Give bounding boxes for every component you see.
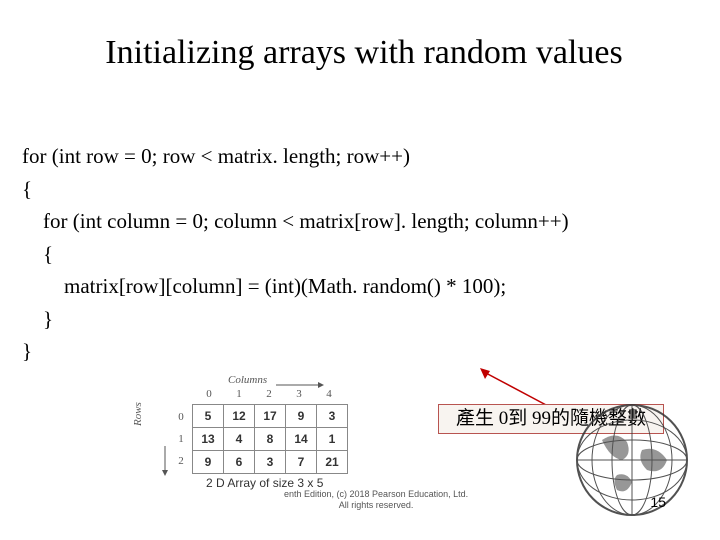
row-header: 0 xyxy=(174,406,188,428)
col-header: 4 xyxy=(314,388,344,400)
col-header: 0 xyxy=(194,388,224,400)
cell: 4 xyxy=(224,428,255,451)
row-header: 1 xyxy=(174,428,188,450)
cell: 13 xyxy=(193,428,224,451)
table-row: 13 4 8 14 1 xyxy=(193,428,348,451)
cell: 3 xyxy=(317,405,348,428)
col-header: 3 xyxy=(284,388,314,400)
array-grid: 5 12 17 9 3 13 4 8 14 1 9 6 3 7 21 xyxy=(192,404,348,474)
cell: 17 xyxy=(255,405,286,428)
table-row: 5 12 17 9 3 xyxy=(193,405,348,428)
rows-arrow-icon xyxy=(160,446,170,476)
row-header: 2 xyxy=(174,450,188,472)
cell: 1 xyxy=(317,428,348,451)
slide: Initializing arrays with random values f… xyxy=(0,0,720,540)
table-row: 9 6 3 7 21 xyxy=(193,451,348,474)
footer: enth Edition, (c) 2018 Pearson Education… xyxy=(284,489,468,512)
columns-label: Columns xyxy=(228,374,267,386)
cell: 7 xyxy=(286,451,317,474)
cell: 12 xyxy=(224,405,255,428)
code-line-6: } xyxy=(22,307,53,331)
code-line-2: { xyxy=(22,177,32,201)
col-header: 1 xyxy=(224,388,254,400)
col-headers: 0 1 2 3 4 xyxy=(194,388,344,400)
code-line-4: { xyxy=(22,242,53,266)
cell: 8 xyxy=(255,428,286,451)
code-line-5: matrix[row][column] = (int)(Math. random… xyxy=(22,274,506,298)
cell: 9 xyxy=(193,451,224,474)
code-line-7: } xyxy=(22,339,32,363)
footer-line2: All rights reserved. xyxy=(339,500,414,510)
callout-arrow-icon xyxy=(478,368,558,408)
page-number: 15 xyxy=(650,494,666,510)
cell: 3 xyxy=(255,451,286,474)
cell: 9 xyxy=(286,405,317,428)
rows-label: Rows xyxy=(132,402,144,426)
col-header: 2 xyxy=(254,388,284,400)
code-block: for (int row = 0; row < matrix. length; … xyxy=(22,140,569,368)
code-line-3: for (int column = 0; column < matrix[row… xyxy=(22,209,569,233)
cell: 21 xyxy=(317,451,348,474)
row-headers: 0 1 2 xyxy=(174,406,188,472)
cell: 6 xyxy=(224,451,255,474)
code-line-1: for (int row = 0; row < matrix. length; … xyxy=(22,144,410,168)
cell: 5 xyxy=(193,405,224,428)
cell: 14 xyxy=(286,428,317,451)
slide-title: Initializing arrays with random values xyxy=(38,34,690,72)
footer-line1: enth Edition, (c) 2018 Pearson Education… xyxy=(284,489,468,499)
globe-icon xyxy=(572,400,692,520)
